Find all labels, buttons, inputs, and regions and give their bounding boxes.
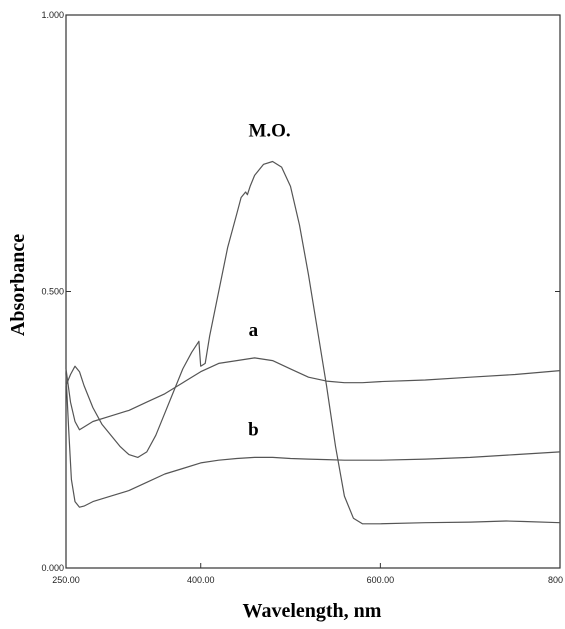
x-axis-title: Wavelength, nm (243, 600, 382, 622)
series-line-b (65, 374, 561, 508)
series-group (65, 160, 561, 525)
series-line-a (65, 357, 561, 431)
series-label-b: b (248, 419, 259, 440)
x-tick-label: 800 (548, 575, 563, 585)
series-label-group: M.O. a b (248, 121, 291, 441)
x-tick-label: 250.00 (52, 575, 80, 585)
series-line-mo (65, 160, 561, 525)
x-tick-label: 400.00 (187, 575, 215, 585)
series-label-mo: M.O. (248, 121, 290, 142)
y-tick-label: 1.000 (41, 10, 64, 20)
x-tick-label: 600.00 (367, 575, 395, 585)
series-label-a: a (249, 320, 259, 341)
tick-group: 250.00 400.00 600.00 800 0.000 0.500 1.000 (41, 10, 563, 585)
y-tick-label: 0.000 (41, 563, 64, 573)
y-tick-label: 0.500 (41, 287, 64, 297)
y-axis-title: Absorbance (7, 234, 29, 336)
